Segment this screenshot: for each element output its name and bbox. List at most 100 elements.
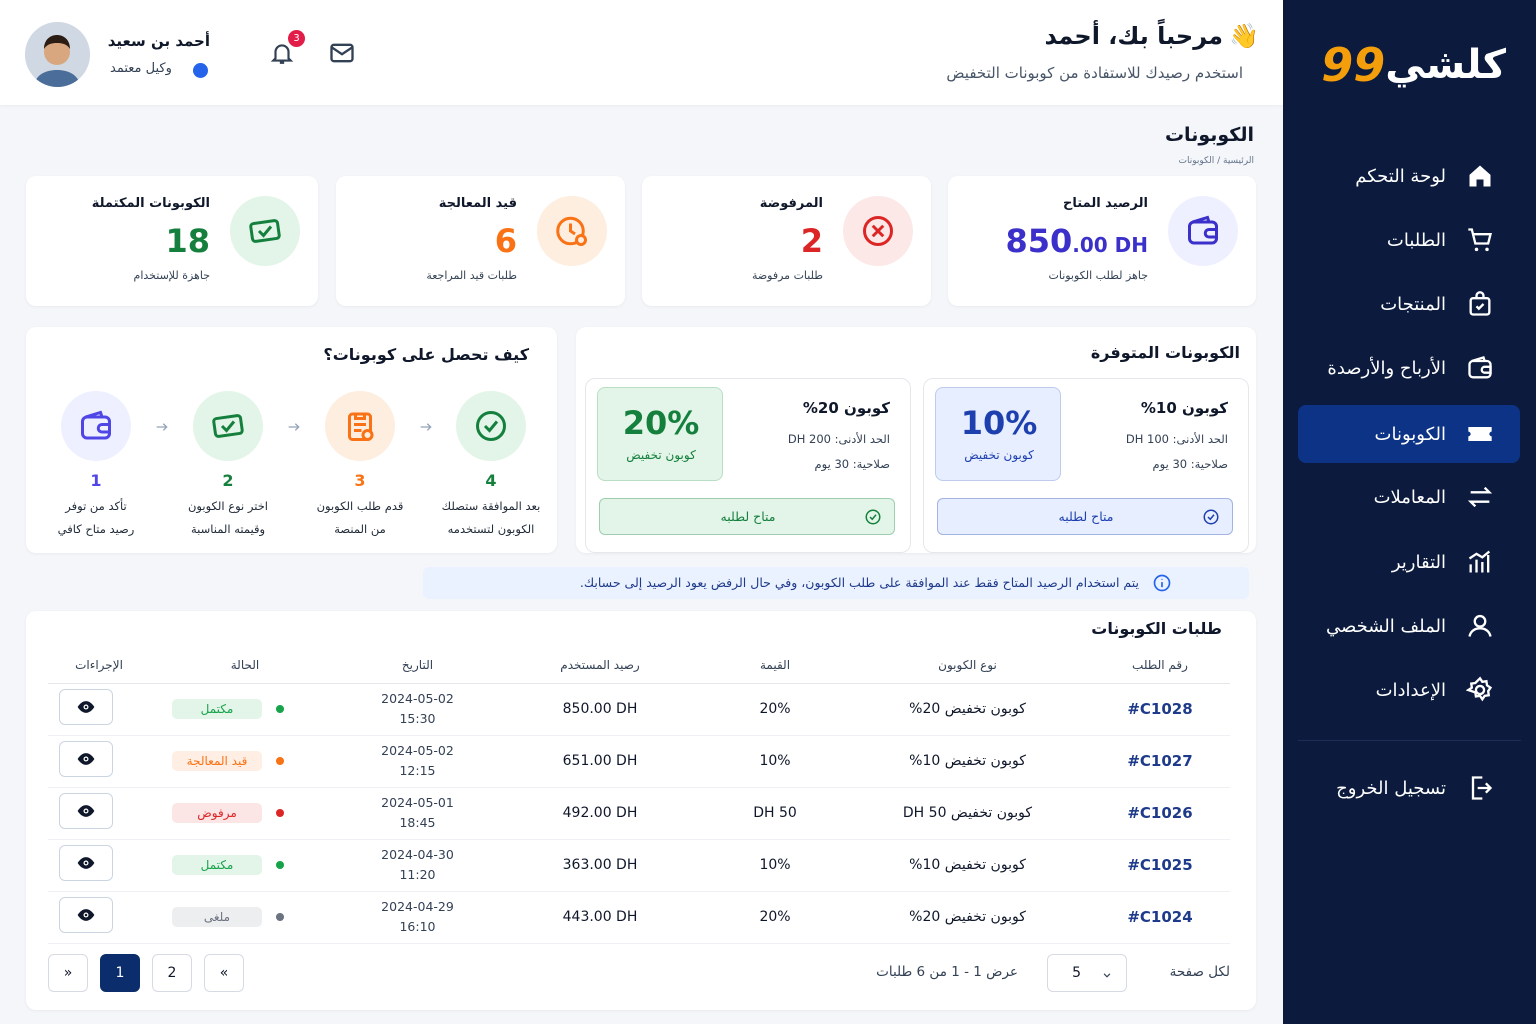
nav-item[interactable]: الملف الشخصي [1298,597,1520,655]
logout[interactable]: تسجيل الخروج [1298,759,1520,817]
icon [554,213,590,249]
decoration [556,216,585,246]
view-button[interactable] [59,793,113,829]
decoration [212,414,244,438]
column-header: نوع الكوبون [845,647,1090,684]
actions [48,735,150,788]
nav-item[interactable]: الطلبات [1298,211,1520,269]
decoration [84,913,88,917]
date-day: 2024-05-02 [381,691,454,706]
stat-card: قيد المعالجة 6 طلبات قيد المراجعة [336,176,625,306]
subtitle: استخدم رصيدك للاستفادة من كوبونات التخفي… [946,64,1243,82]
icon [328,39,356,67]
decoration [270,44,294,64]
decoration [25,22,90,87]
icon [1100,967,1114,981]
date-time: 15:30 [399,711,436,726]
view-button[interactable] [59,897,113,933]
available-title: الكوبونات المتوفرة [1090,343,1240,362]
logo-name: كلشي [1385,42,1506,88]
coupon-button-label: متاح لطلبه [720,509,776,524]
icon [76,801,96,821]
stat-note: طلبات مرفوضة [751,269,823,282]
stat-card: الرصيد المتاح 850.00 DH جاهز لطلب الكوبونا… [948,176,1256,306]
decoration [257,225,273,238]
coupon-button[interactable]: متاح لطلبه [599,498,895,535]
date: 2024-04-29 16:10 [340,891,495,944]
decoration [1468,627,1492,637]
icon [78,408,114,444]
icon [1466,290,1494,318]
icon [286,419,302,435]
order-id: #C1025 [1090,839,1230,892]
page-last[interactable]: » [204,954,244,992]
decoration [249,219,281,243]
decoration [569,223,576,236]
nav-item[interactable]: المعاملات [1298,468,1520,526]
stat-note: جاهزة للإستخدام [133,269,210,282]
date-time: 16:10 [399,919,436,934]
nav-label: الملف الشخصي [1326,615,1446,637]
nav-label: التقارير [1391,551,1446,573]
stat-value: 6 [495,222,517,260]
nav-item[interactable]: الإعدادات [1298,661,1520,719]
nav-item[interactable]: المنتجات [1298,275,1520,333]
coupon-button[interactable]: متاح لطلبه [937,498,1233,535]
nav-label: المنتجات [1380,293,1446,315]
step-line2: الكوبون لتستخدمه [447,522,535,536]
decoration [483,420,499,433]
icon [1466,774,1494,802]
coupon-type: كوبون تخفيض 20% [845,683,1090,736]
stat-note: طلبات قيد المراجعة [426,269,517,282]
per-page-value: 5 [1072,965,1081,981]
decoration [156,423,168,431]
icon [1466,420,1494,448]
page-button[interactable]: 2 [152,954,192,992]
coupon-value: 10% [705,735,845,788]
icon [1465,676,1494,704]
decoration [556,216,587,246]
icon [1152,573,1172,593]
nav-item[interactable]: الكوبونات [1298,405,1520,463]
decoration [1103,973,1111,978]
user-role: وكيل معتمد [110,61,172,76]
nav-item[interactable]: الأرباح والأرصدة [1298,339,1520,397]
decoration [869,514,877,521]
decoration [1471,776,1493,800]
decoration [361,429,374,441]
view-button[interactable] [59,741,113,777]
decoration [1468,228,1492,245]
step-line2: من المنصة [334,522,386,536]
decoration [84,705,88,709]
per-page-select[interactable]: 5 [1047,954,1127,992]
decoration [44,35,70,49]
page-button[interactable]: 1 [100,954,140,992]
decoration [288,423,300,431]
status: مكتمل [150,683,340,736]
decoration [1468,228,1492,252]
actions [48,839,150,892]
icon [342,408,378,444]
nav-item[interactable]: لوحة التحكم [1298,147,1520,205]
howto-card: كيف تحصل على كوبونات؟ 1 تأكد من توفر رصيد م… [26,327,557,553]
nav-item[interactable]: التقارير [1298,533,1520,591]
decoration [1192,215,1218,239]
step-icon [61,391,131,461]
decoration [84,809,88,813]
logout-label: تسجيل الخروج [1336,777,1446,799]
decoration [84,861,88,865]
stat-card: الكوبونات المكتملة 18 جاهزة للإستخدام [26,176,318,306]
decoration [77,857,95,869]
decoration [863,216,893,246]
view-button[interactable] [59,689,113,725]
page-first[interactable]: « [48,954,88,992]
decoration [77,909,95,921]
nav-label: الأرباح والأرصدة [1327,357,1446,379]
stat-label: الكوبونات المكتملة [91,196,210,211]
stat-number: 6 [494,222,517,260]
nav-label: الإعدادات [1375,679,1446,701]
view-button[interactable] [59,845,113,881]
stat-number: 850 [1005,222,1073,260]
icon [1466,483,1494,511]
decoration [1188,220,1218,245]
